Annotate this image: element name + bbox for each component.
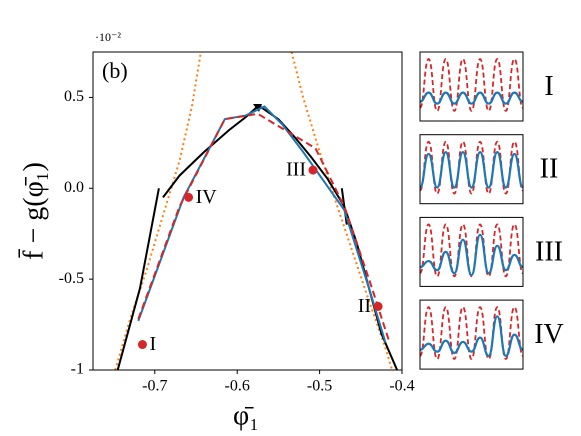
inset-label: III	[535, 236, 563, 267]
marker	[137, 340, 147, 350]
panel-label: (b)	[102, 58, 128, 83]
wave	[419, 233, 524, 277]
exponent-label: ·10⁻²	[95, 30, 121, 44]
x-tick-label: -0.6	[225, 378, 250, 395]
inset-frame	[419, 299, 524, 370]
marker	[373, 301, 383, 311]
wave	[419, 58, 524, 112]
wave	[419, 306, 524, 360]
curve	[114, 52, 394, 370]
x-tick-label: -0.5	[307, 378, 332, 395]
y-tick-label: -1	[71, 361, 84, 378]
inset-frame	[419, 51, 524, 122]
curve	[137, 105, 387, 343]
axes-frame	[92, 51, 403, 371]
inset-label: IV	[534, 319, 564, 350]
inset-label: I	[544, 71, 553, 102]
marker	[184, 192, 194, 202]
y-tick-label: -0.5	[59, 270, 84, 287]
point-label: I	[149, 333, 156, 355]
x-tick-label: -0.4	[389, 378, 414, 395]
y-axis-label: f̄ − g(φ̄₁)	[18, 162, 50, 260]
x-axis-label: φ̄₁	[233, 400, 259, 431]
point-label: IV	[196, 186, 218, 208]
y-tick-label: 0.0	[64, 179, 84, 196]
wave	[418, 151, 525, 189]
point-label: II	[358, 295, 371, 317]
y-tick-label: 0.5	[64, 88, 84, 105]
curve	[137, 112, 391, 344]
wave	[419, 315, 524, 358]
wave	[419, 91, 524, 105]
point-label: III	[286, 159, 306, 181]
inset-frame	[419, 216, 524, 287]
wave	[419, 223, 524, 278]
curve	[116, 104, 399, 370]
marker	[308, 165, 318, 175]
inset-label: II	[540, 154, 559, 185]
x-tick-label: -0.7	[142, 378, 167, 395]
inset-frame	[419, 134, 524, 205]
wave	[419, 140, 524, 195]
